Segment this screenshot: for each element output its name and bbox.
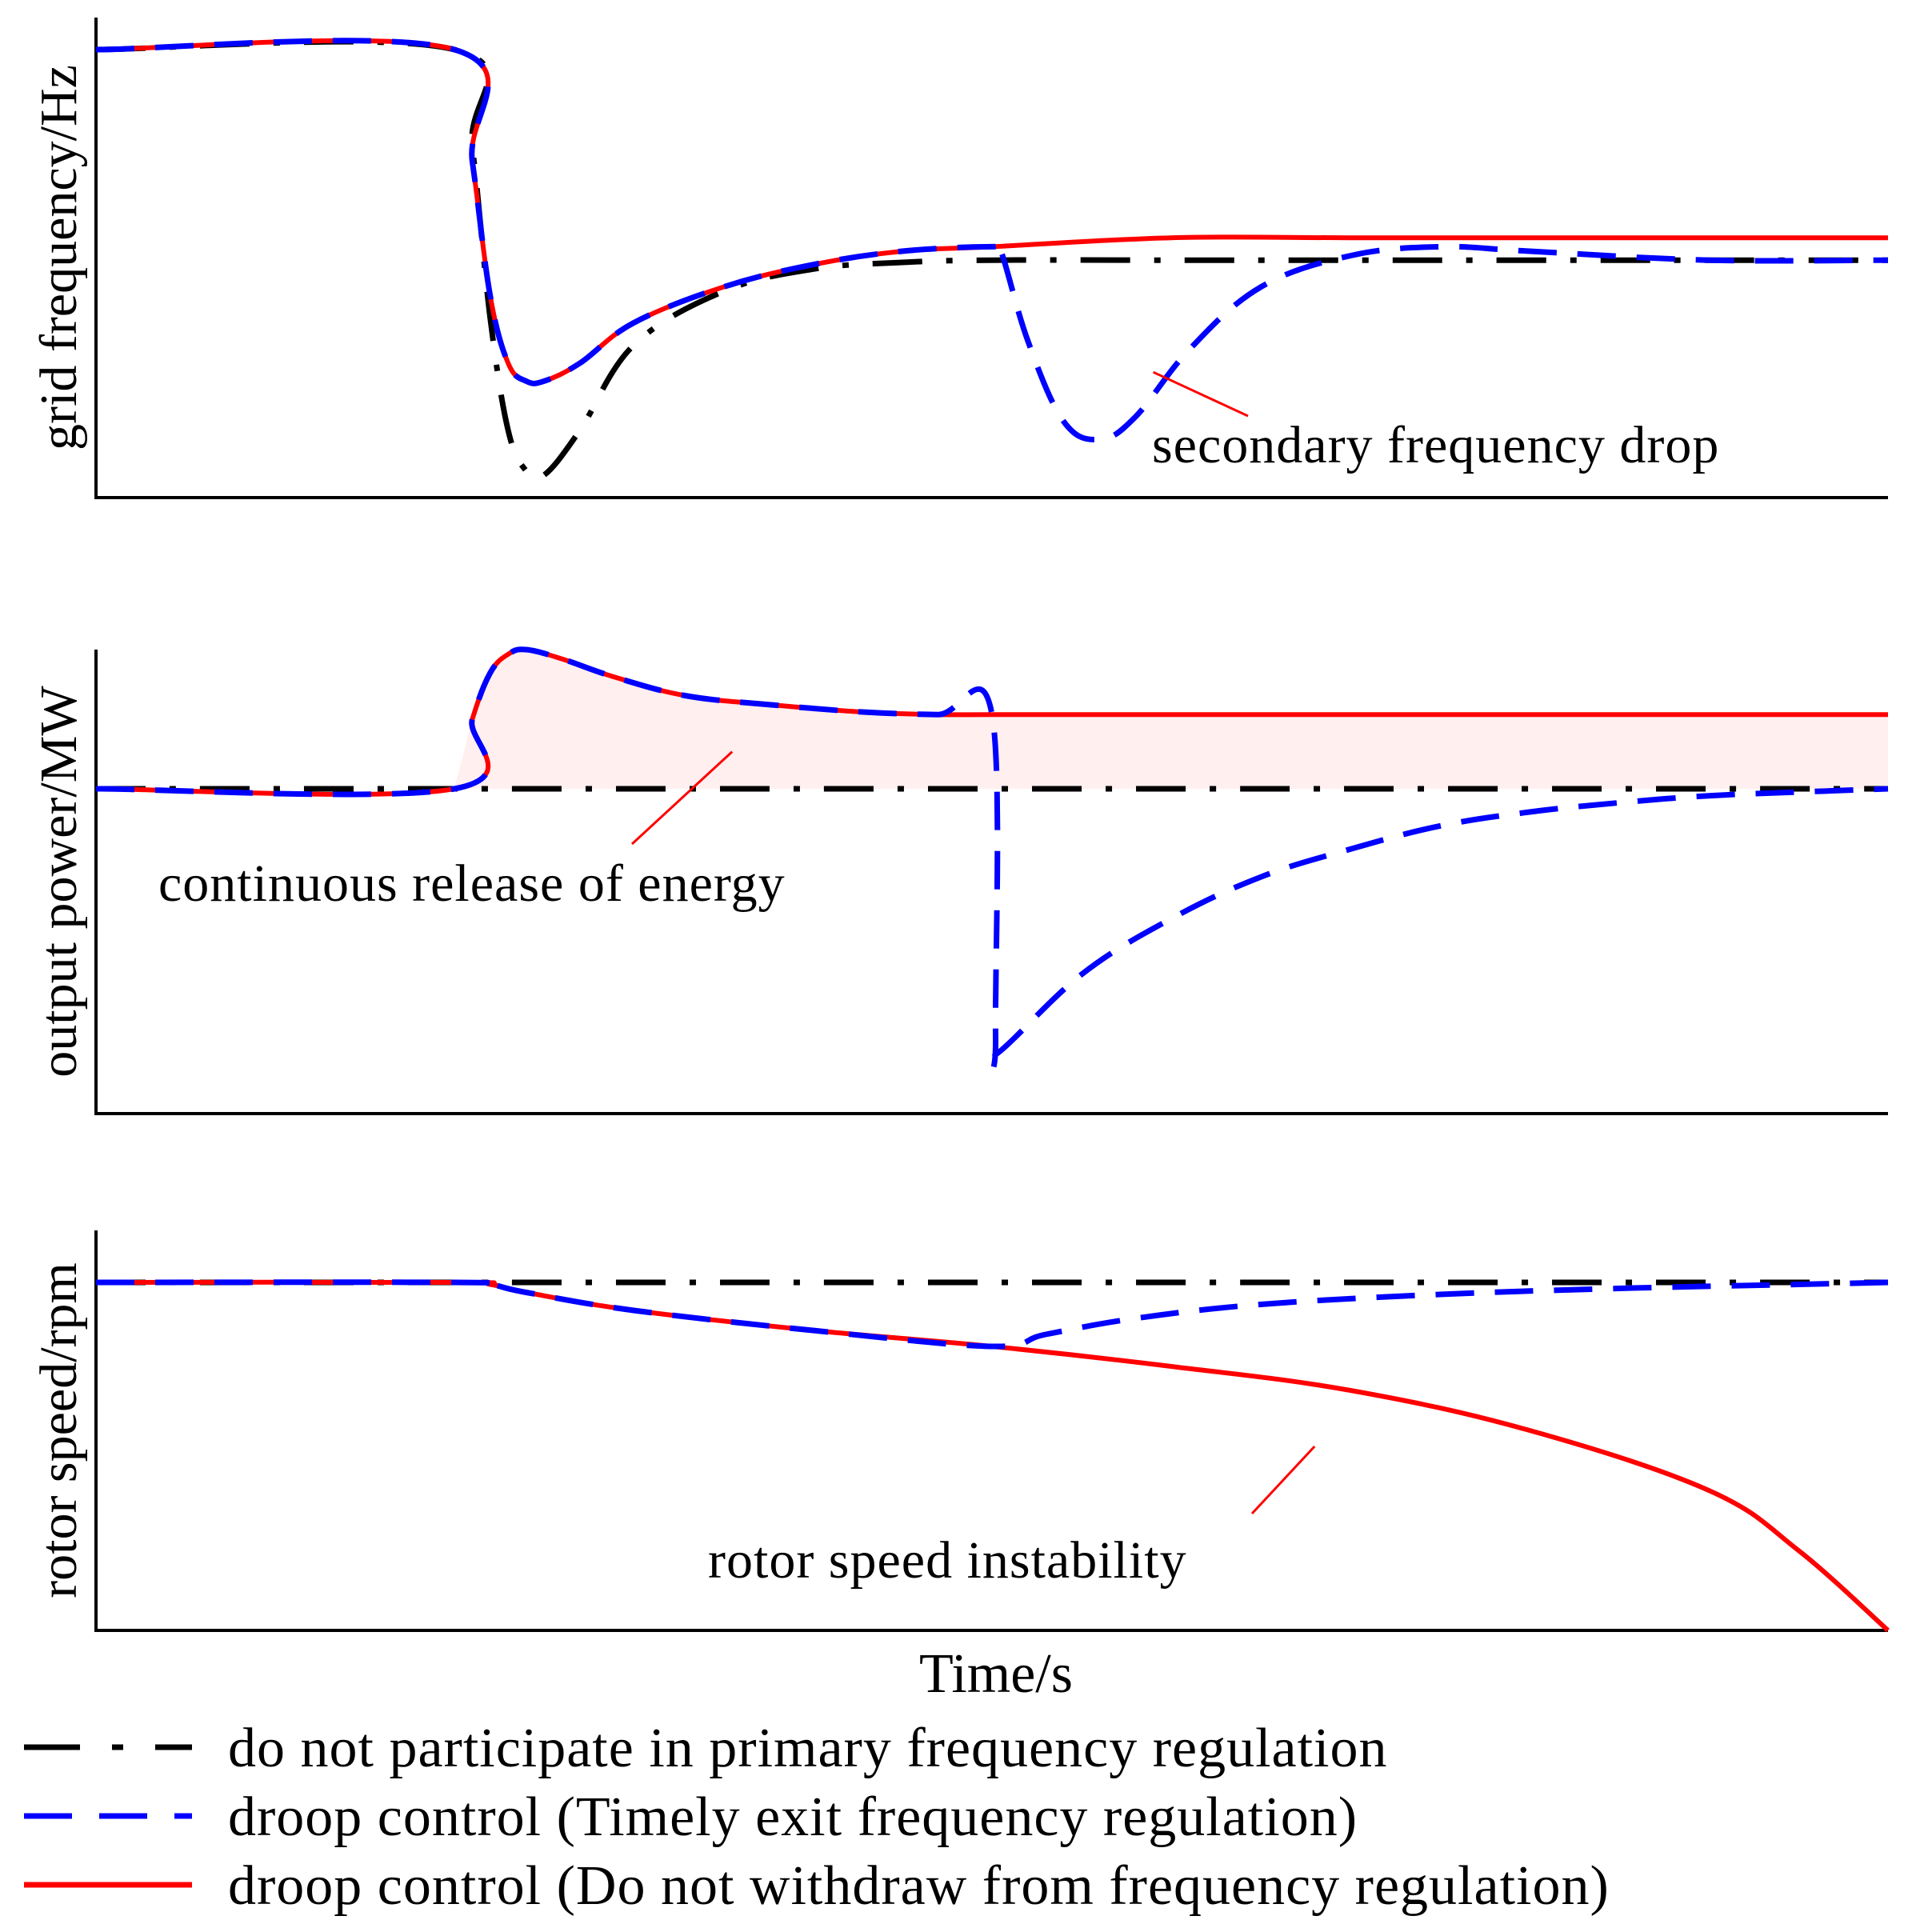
series-layer-frequency bbox=[95, 38, 1889, 482]
panel-grid-frequency: grid frequency/Hz secondary frequency dr… bbox=[30, 18, 1889, 499]
annotation-pointer-frequency bbox=[1152, 370, 1249, 418]
y-axis-label-rotor: rotor speed/rpm bbox=[30, 1262, 88, 1598]
annotation-pointer-power bbox=[630, 750, 734, 846]
series-no-participation-panel-0 bbox=[95, 38, 1888, 482]
legend-item-droop-no-exit: droop control (Do not withdraw from freq… bbox=[24, 1855, 1610, 1917]
legend-label-droop-exit: droop control (Timely exit frequency reg… bbox=[228, 1786, 1358, 1848]
annotation-continuous-release: continuous release of energy bbox=[158, 854, 786, 913]
axes-power bbox=[94, 650, 1888, 1115]
y-axis-label-frequency: grid frequency/Hz bbox=[30, 65, 88, 450]
axes-frequency bbox=[94, 18, 1888, 499]
panel-rotor-speed: rotor speed/rpm rotor speed instability bbox=[30, 1230, 1890, 1633]
panel-output-power: output power/MW continuous release of en… bbox=[30, 646, 1889, 1115]
energy-release-area bbox=[454, 650, 1888, 789]
legend-label-no-participation: do not participate in primary frequency … bbox=[228, 1718, 1388, 1779]
series-droop-exit-panel-2 bbox=[95, 1279, 1889, 1350]
annotation-pointer-rotor bbox=[1250, 1445, 1316, 1515]
series-droop-exit-panel-0 bbox=[95, 38, 1889, 442]
series-layer-rotor bbox=[95, 1279, 1890, 1633]
annotation-rotor-speed-instability: rotor speed instability bbox=[708, 1531, 1187, 1590]
series-layer-power bbox=[95, 646, 1889, 1074]
annotation-secondary-frequency-drop: secondary frequency drop bbox=[1152, 416, 1719, 474]
legend-item-droop-exit: droop control (Timely exit frequency reg… bbox=[24, 1786, 1358, 1848]
legend: do not participate in primary frequency … bbox=[24, 1718, 1610, 1917]
legend-item-no-participation: do not participate in primary frequency … bbox=[24, 1718, 1388, 1779]
x-axis-label: Time/s bbox=[919, 1643, 1073, 1705]
series-droop-no-exit-panel-0 bbox=[95, 38, 1888, 386]
y-axis-label-power: output power/MW bbox=[30, 686, 88, 1078]
legend-label-droop-no-exit: droop control (Do not withdraw from freq… bbox=[228, 1855, 1610, 1917]
axes-rotor bbox=[94, 1230, 1888, 1632]
